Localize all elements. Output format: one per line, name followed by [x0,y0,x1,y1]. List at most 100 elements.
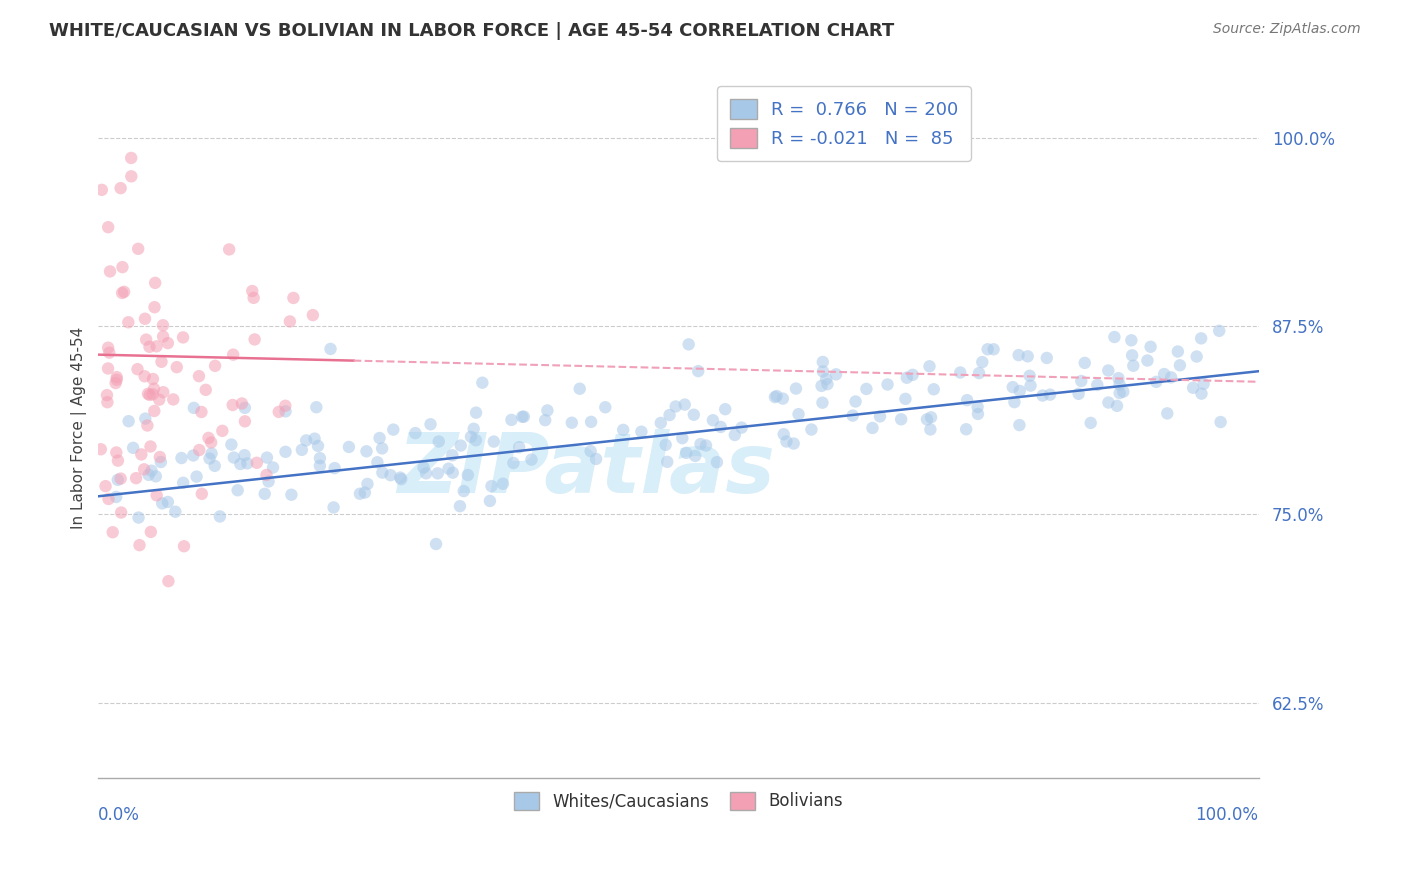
Point [967,407,990,421]
Point [1017,349,1039,363]
Point [585,452,607,467]
Point [675,446,697,460]
Point [148,392,170,407]
Point [382,423,405,437]
Point [811,364,834,378]
Point [1121,348,1143,362]
Point [256,450,278,465]
Point [1070,374,1092,388]
Point [257,475,280,489]
Point [200,446,222,460]
Point [110,472,132,486]
Point [1008,418,1031,433]
Point [194,383,217,397]
Point [1182,381,1205,395]
Point [172,475,194,490]
Point [198,451,221,466]
Text: ZIPatlas: ZIPatlas [396,429,775,510]
Point [657,455,679,469]
Point [1032,388,1054,402]
Point [1136,353,1159,368]
Point [94,479,117,493]
Point [689,437,711,451]
Point [463,422,485,436]
Point [869,409,891,424]
Point [98,345,121,359]
Point [1167,344,1189,359]
Point [131,447,153,461]
Point [304,432,326,446]
Point [1097,363,1119,377]
Point [426,467,449,481]
Point [471,376,494,390]
Point [825,368,848,382]
Point [415,467,437,481]
Point [162,392,184,407]
Point [96,388,118,402]
Point [894,392,917,406]
Point [513,409,536,424]
Point [233,414,256,428]
Point [630,425,652,439]
Point [150,496,173,510]
Point [356,444,378,458]
Point [371,466,394,480]
Point [1104,330,1126,344]
Point [236,456,259,470]
Point [665,400,688,414]
Point [267,405,290,419]
Point [460,430,482,444]
Point [1156,406,1178,420]
Point [730,420,752,434]
Point [1080,416,1102,430]
Point [143,276,166,290]
Point [143,382,166,396]
Point [291,442,314,457]
Point [274,399,297,413]
Point [120,169,142,184]
Point [534,413,557,427]
Point [710,420,733,434]
Point [188,369,211,384]
Point [671,431,693,445]
Point [97,220,120,235]
Point [1097,395,1119,409]
Point [419,417,441,432]
Point [1107,371,1129,385]
Point [349,487,371,501]
Point [141,464,163,478]
Point [197,431,219,445]
Point [956,393,979,408]
Point [683,449,706,463]
Point [478,494,501,508]
Point [1112,384,1135,399]
Point [1039,387,1062,401]
Point [366,455,388,469]
Legend: Whites/Caucasians, Bolivians: Whites/Caucasians, Bolivians [506,783,851,819]
Point [110,506,132,520]
Point [612,423,634,437]
Point [122,441,145,455]
Point [1122,359,1144,373]
Point [579,444,602,458]
Point [165,505,187,519]
Point [134,462,156,476]
Point [482,434,505,449]
Point [204,458,226,473]
Point [457,468,479,483]
Point [1085,378,1108,392]
Point [183,401,205,415]
Point [1160,370,1182,384]
Point [579,415,602,429]
Point [139,524,162,539]
Point [510,409,533,424]
Point [127,242,149,256]
Point [222,450,245,465]
Point [502,456,524,470]
Point [262,460,284,475]
Point [949,366,972,380]
Point [110,181,132,195]
Point [302,308,325,322]
Point [1008,384,1031,398]
Point [112,285,135,299]
